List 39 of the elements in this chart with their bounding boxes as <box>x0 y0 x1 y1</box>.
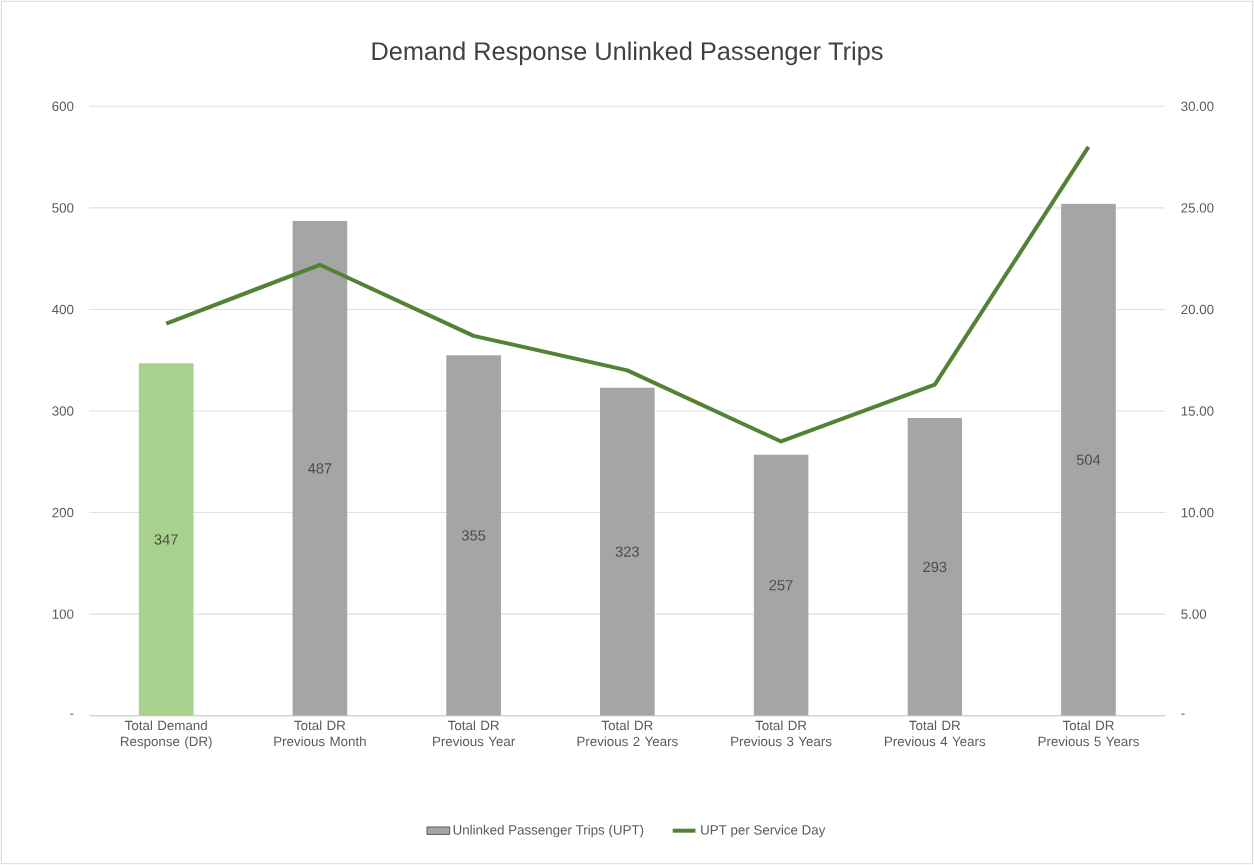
x-tick-label: Total DR Previous Year <box>433 720 516 747</box>
data-label: 487 <box>308 463 332 474</box>
y2-tick-label: 20.00 <box>1181 304 1214 315</box>
data-label: 323 <box>615 546 639 557</box>
y-tick-label: - <box>70 713 74 715</box>
y-tick-label: 100 <box>52 609 74 619</box>
y2-tick-label: - <box>1181 713 1185 715</box>
data-label: 355 <box>461 530 486 541</box>
y2-tick-label: 5.00 <box>1181 609 1207 619</box>
y2-tick-label: 30.00 <box>1181 101 1214 112</box>
line-series <box>164 144 1091 444</box>
data-label: 257 <box>769 579 793 591</box>
y-tick-label: 600 <box>52 101 74 112</box>
data-label: 504 <box>1076 454 1101 465</box>
bar <box>600 387 655 716</box>
x-tick-label: Total DR Previous Month <box>274 720 366 747</box>
data-label: 347 <box>154 534 178 545</box>
x-tick-label: Total DR Previous 4 Years <box>884 720 986 747</box>
y2-tick-label: 10.00 <box>1181 507 1214 518</box>
chart-title: Demand Response Unlinked Passenger Trips <box>372 41 883 66</box>
bar <box>1061 203 1116 716</box>
y2-tick-label: 25.00 <box>1181 203 1214 213</box>
y-tick-label: 500 <box>52 203 74 213</box>
bar <box>753 454 809 716</box>
y-tick-label: 300 <box>52 406 74 416</box>
bar <box>907 418 963 716</box>
legend-label: UPT per Service Day <box>701 824 826 838</box>
x-tick-label: Total DR Previous 5 Years <box>1038 720 1139 747</box>
legend-label: Unlinked Passenger Trips (UPT) <box>453 824 644 838</box>
y2-tick-label: 15.00 <box>1181 406 1214 416</box>
data-label: 293 <box>923 561 947 573</box>
x-tick-label: Total DR Previous 3 Years <box>731 720 832 747</box>
bar <box>446 355 501 716</box>
y-tick-label: 400 <box>52 304 74 315</box>
y-tick-label: 200 <box>52 507 74 518</box>
bar <box>292 221 348 716</box>
x-tick-label: Total DR Previous 2 Years <box>577 720 678 747</box>
x-tick-label: Total Demand Response (DR) <box>120 720 212 749</box>
bar <box>138 363 194 716</box>
